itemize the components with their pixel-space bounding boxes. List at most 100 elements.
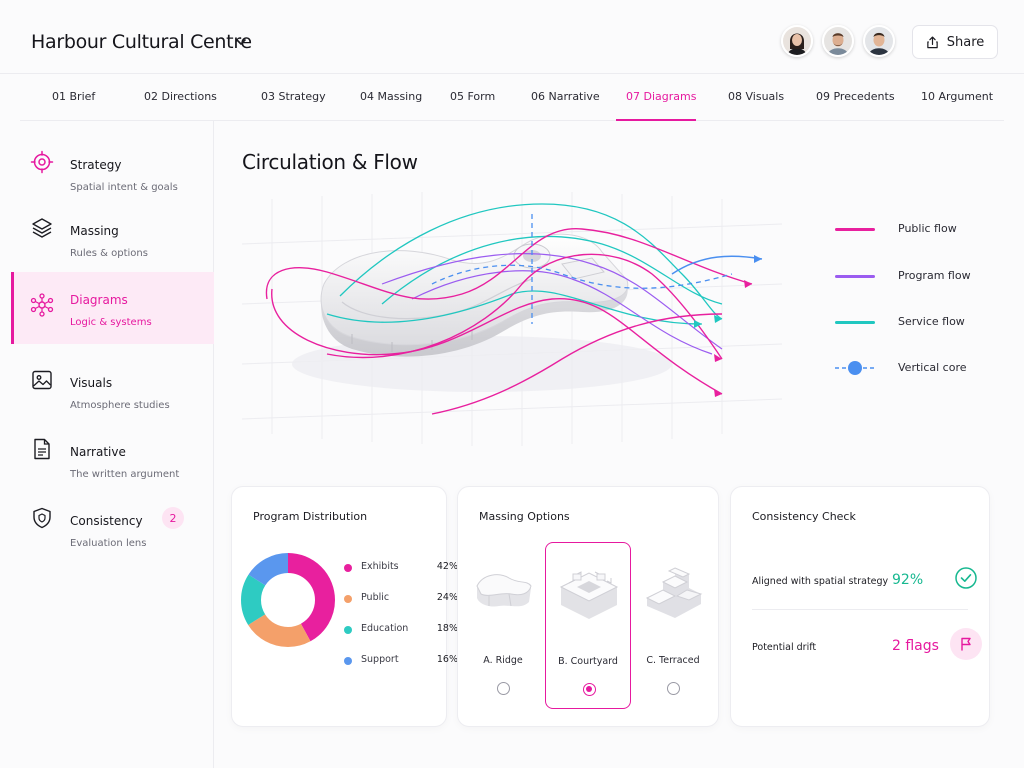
legend-dot	[344, 657, 352, 665]
courtyard-model-thumbnail	[559, 571, 619, 619]
distribution-row-public: Public 24%	[344, 591, 458, 607]
sidebar-item-label: Strategy	[70, 158, 122, 172]
check-row-aligned: Aligned with spatial strategy 92%	[752, 563, 978, 603]
check-value: 2 flags	[892, 638, 939, 654]
share-button[interactable]: Share	[912, 25, 998, 59]
check-label: Aligned with spatial strategy	[752, 576, 889, 587]
check-circle-icon	[952, 564, 980, 592]
sidebar-item-label: Consistency	[70, 514, 143, 528]
sidebar-item-narrative[interactable]: Narrative The written argument	[11, 413, 214, 485]
share-label: Share	[946, 34, 985, 50]
legend-label: Service flow	[898, 315, 965, 328]
public-flow-swatch	[835, 228, 875, 231]
project-title[interactable]: Harbour Cultural Centre	[31, 31, 252, 53]
distribution-name: Exhibits	[361, 561, 399, 572]
radio-terraced[interactable]	[667, 682, 680, 695]
sidebar-item-subtitle: Rules & options	[70, 248, 148, 259]
circulation-diagram[interactable]	[232, 184, 792, 450]
sidebar-item-consistency[interactable]: Consistency Evaluation lens	[11, 482, 214, 554]
distribution-value: 18%	[436, 623, 458, 634]
layers-icon	[32, 218, 52, 238]
tab-argument[interactable]: 10 Argument	[921, 90, 994, 103]
sidebar-item-subtitle: Evaluation lens	[70, 538, 147, 549]
sidebar-item-visuals[interactable]: Visuals Atmosphere studies	[11, 344, 214, 416]
option-label: B. Courtyard	[558, 656, 618, 667]
sidebar-item-strategy[interactable]: Strategy Spatial intent & goals	[11, 126, 214, 198]
check-label: Potential drift	[752, 642, 817, 653]
tab-precedents[interactable]: 09 Precedents	[816, 90, 895, 103]
sidebar-item-subtitle: Logic & systems	[70, 317, 152, 328]
massing-option-terraced[interactable]: C. Terraced	[630, 542, 716, 709]
distribution-row-exhibits: Exhibits 42%	[344, 560, 458, 576]
donut-slice-support	[241, 553, 335, 647]
massing-options-card: Massing Options A. Ridge B. Courtyard C.…	[457, 486, 719, 727]
tab-brief[interactable]: 01 Brief	[52, 90, 96, 103]
tab-massing[interactable]: 04 Massing	[360, 90, 423, 103]
tab-diagrams[interactable]: 07 Diagrams	[626, 90, 697, 103]
legend-label: Public flow	[898, 222, 957, 235]
distribution-name: Support	[361, 654, 399, 665]
program-donut-chart	[241, 553, 335, 647]
massing-option-ridge[interactable]: A. Ridge	[460, 542, 546, 709]
chevron-down-icon[interactable]	[234, 35, 248, 49]
check-row-drift[interactable]: Potential drift 2 flags	[752, 628, 982, 669]
sidebar-item-subtitle: Spatial intent & goals	[70, 182, 178, 193]
sidebar-item-label: Massing	[70, 224, 119, 238]
sidebar-item-subtitle: The written argument	[70, 469, 180, 480]
service-flow-swatch	[835, 321, 875, 324]
legend-label: Program flow	[898, 269, 971, 282]
document-icon	[34, 438, 50, 460]
tab-directions[interactable]: 02 Directions	[144, 90, 217, 103]
sidebar-item-subtitle: Atmosphere studies	[70, 400, 170, 411]
distribution-name: Public	[361, 592, 390, 603]
program-flow-swatch	[835, 275, 875, 278]
sidebar	[0, 121, 214, 768]
donut-slice-public	[241, 553, 335, 647]
legend-label: Vertical core	[898, 361, 967, 374]
consistency-count-badge: 2	[162, 507, 184, 529]
distribution-value: 16%	[436, 654, 458, 665]
tab-form[interactable]: 05 Form	[450, 90, 496, 103]
active-tab-indicator	[616, 119, 696, 121]
building-model	[320, 233, 629, 357]
tab-narrative[interactable]: 06 Narrative	[531, 90, 600, 103]
target-icon	[30, 150, 54, 174]
distribution-row-education: Education 18%	[344, 622, 458, 638]
card-title: Massing Options	[479, 510, 570, 523]
consistency-check-card: Consistency Check Aligned with spatial s…	[730, 486, 990, 727]
donut-slice-education	[241, 553, 335, 647]
sidebar-item-massing[interactable]: Massing Rules & options	[11, 192, 214, 264]
ridge-model-thumbnail	[476, 574, 532, 607]
radio-courtyard[interactable]	[583, 683, 596, 696]
distribution-value: 24%	[436, 592, 458, 603]
radio-ridge[interactable]	[497, 682, 510, 695]
network-icon	[30, 293, 54, 317]
distribution-row-support: Support 16%	[344, 653, 458, 669]
flag-icon[interactable]	[950, 628, 982, 660]
sidebar-item-diagrams[interactable]: Diagrams Logic & systems	[11, 272, 214, 344]
sidebar-item-label: Diagrams	[70, 293, 128, 307]
avatar[interactable]	[863, 25, 895, 57]
page-title: Circulation & Flow	[242, 150, 418, 174]
app-header: Harbour Cultural Centre	[0, 0, 1024, 74]
legend-dot	[344, 626, 352, 634]
shield-icon	[33, 507, 51, 529]
tab-visuals[interactable]: 08 Visuals	[728, 90, 785, 103]
card-title: Consistency Check	[752, 510, 856, 523]
avatar[interactable]	[822, 25, 854, 57]
avatar[interactable]	[781, 25, 813, 57]
sidebar-item-label: Visuals	[70, 376, 113, 390]
share-icon	[926, 36, 938, 48]
sidebar-item-label: Narrative	[70, 445, 126, 459]
distribution-name: Education	[361, 623, 409, 634]
card-title: Program Distribution	[253, 510, 368, 523]
option-label: C. Terraced	[646, 655, 700, 666]
tab-strategy[interactable]: 03 Strategy	[261, 90, 326, 103]
phase-tabs: 01 Brief 02 Directions 03 Strategy 04 Ma…	[20, 74, 1004, 121]
massing-option-courtyard[interactable]: B. Courtyard	[545, 542, 631, 709]
vertical-core-swatch	[835, 361, 875, 375]
legend-dot	[344, 595, 352, 603]
terraced-model-thumbnail	[645, 567, 703, 618]
distribution-value: 42%	[436, 561, 458, 572]
image-icon	[32, 370, 52, 390]
